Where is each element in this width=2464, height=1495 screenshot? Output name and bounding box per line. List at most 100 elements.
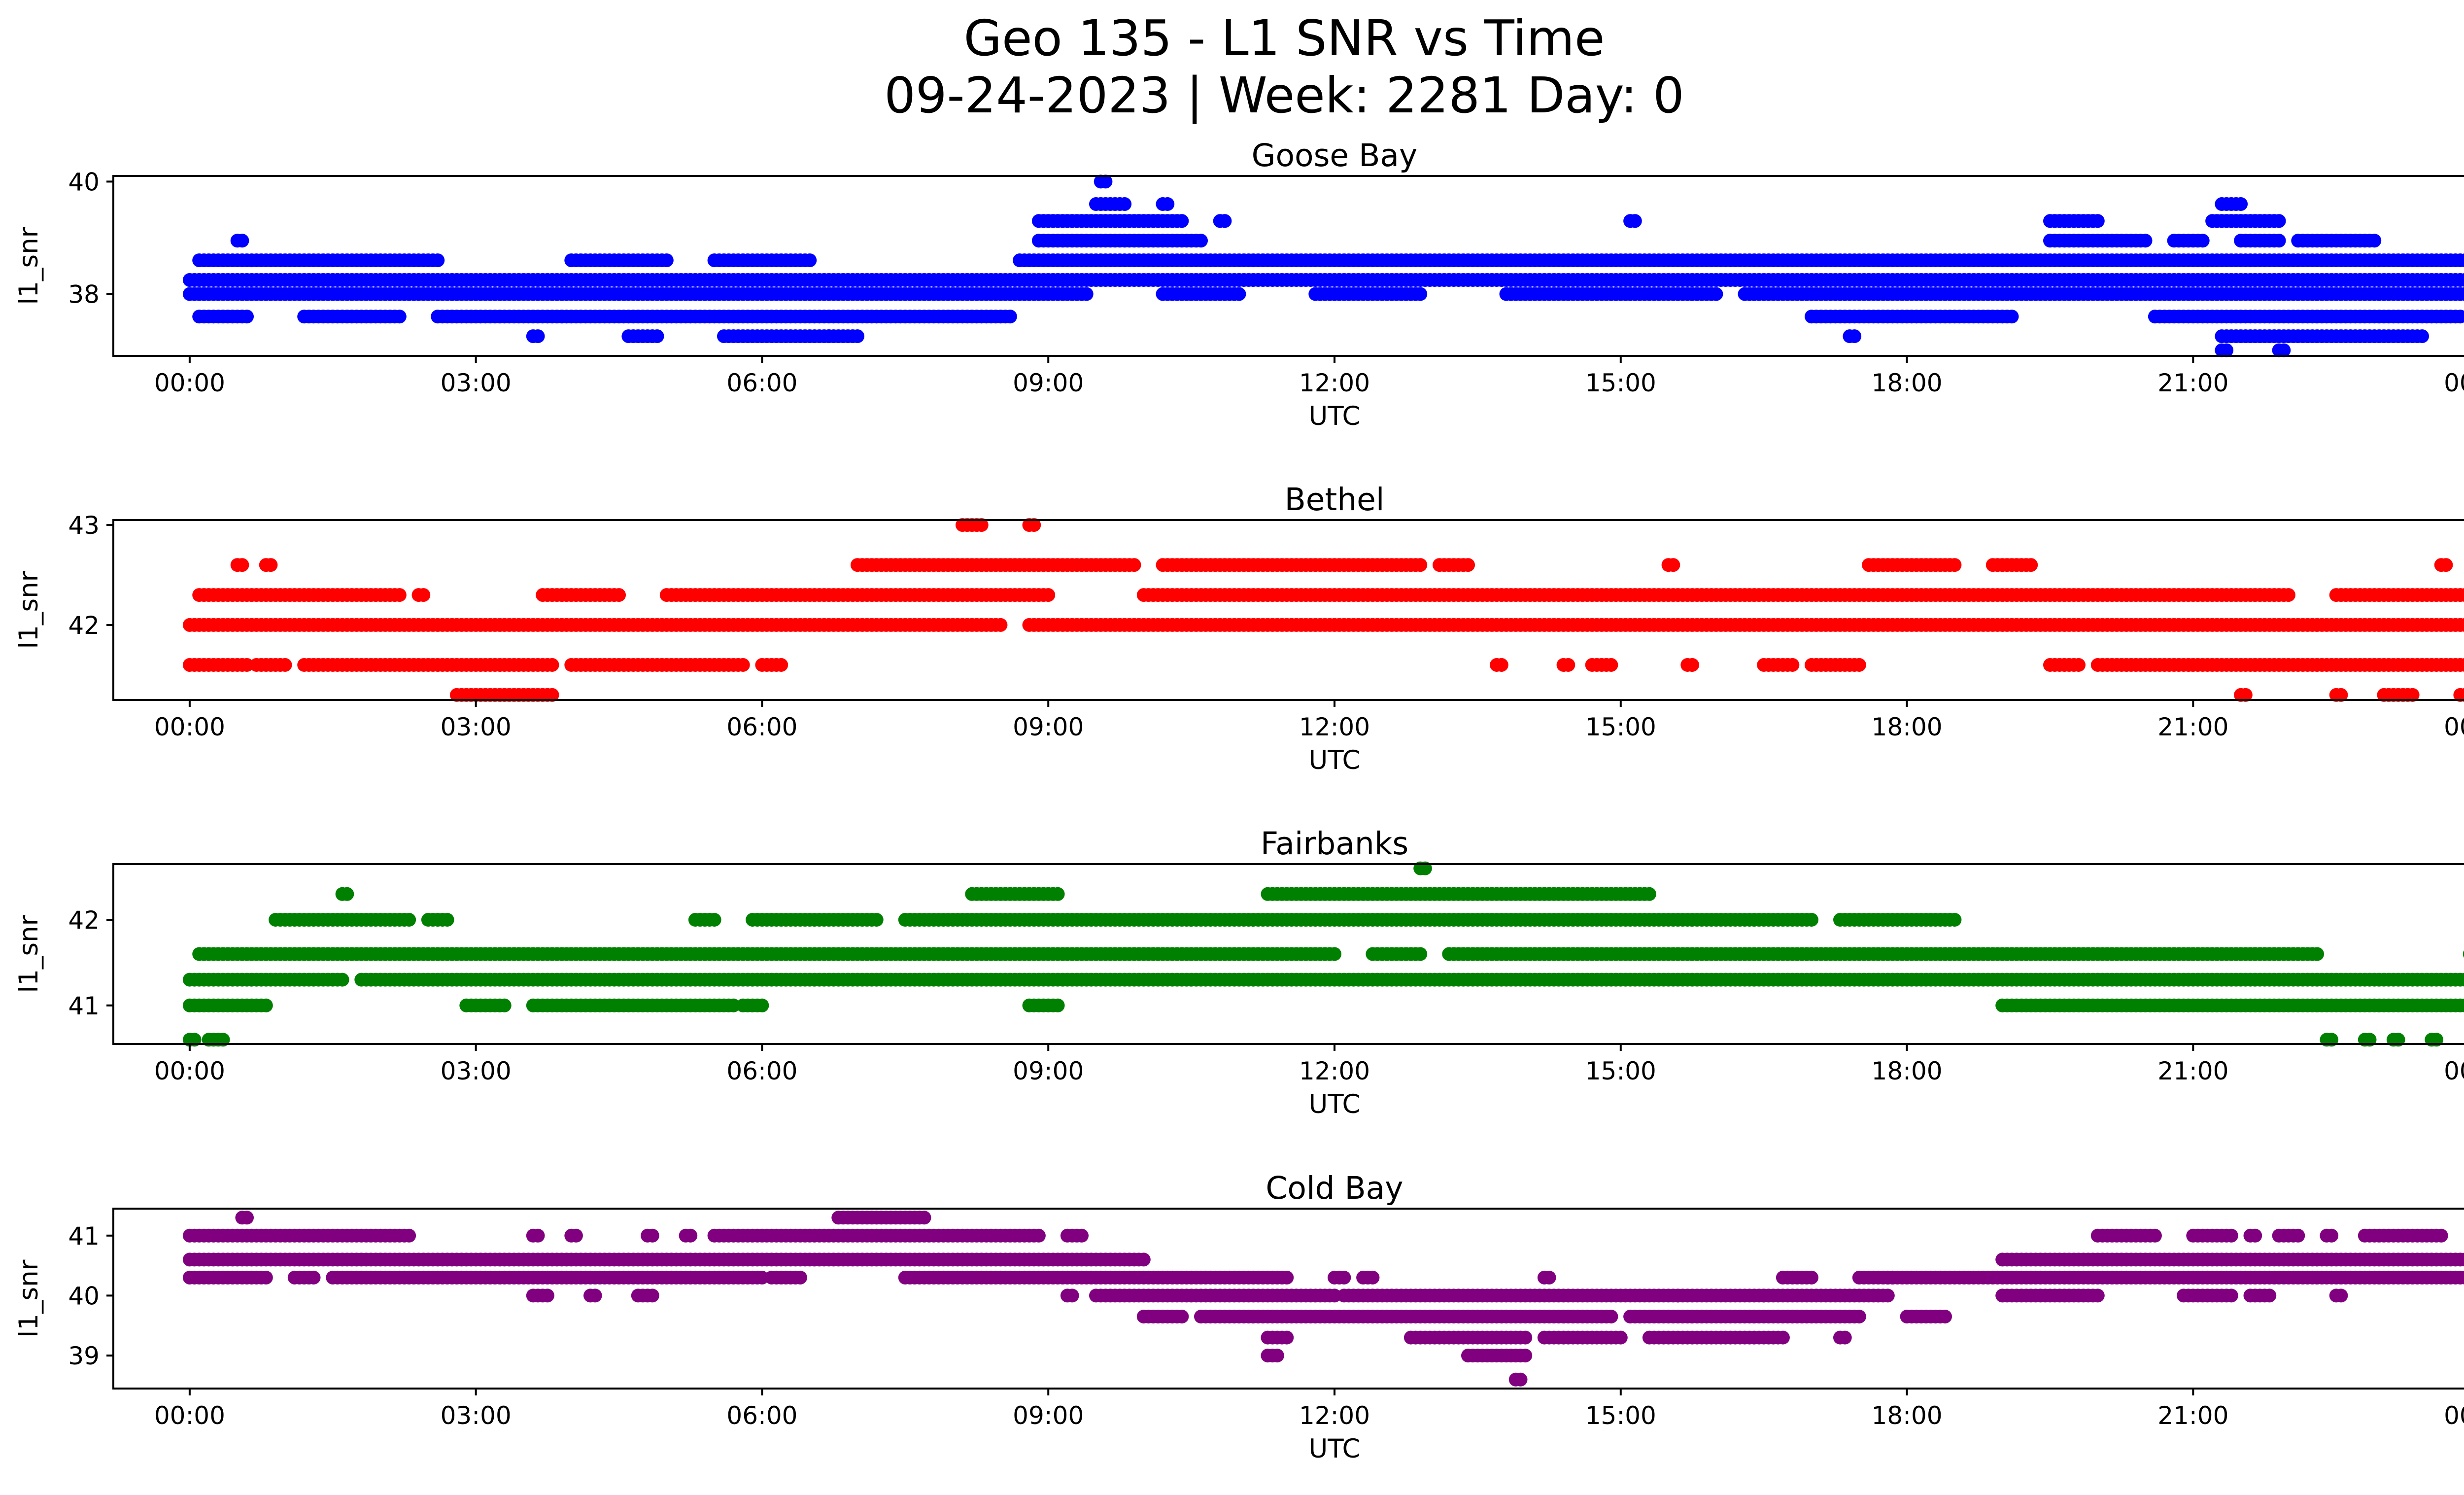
bethel-point [1948, 558, 1962, 572]
bethel-x-tick-label: 15:00 [1585, 713, 1656, 741]
goose-bay-y-ticks: 38 40 [68, 168, 113, 309]
fairbanks-point [707, 913, 721, 927]
fairbanks-point [340, 887, 354, 901]
fairbanks-point [402, 913, 416, 927]
bethel-x-tick-label: 18:00 [1872, 713, 1943, 741]
fairbanks-x-tick-label: 18:00 [1872, 1057, 1943, 1085]
goose-bay-point [2463, 290, 2464, 298]
bethel-point [392, 588, 407, 602]
fairbanks-x-tick-label: 09:00 [1013, 1057, 1084, 1085]
goose-bay-point [2458, 273, 2464, 287]
bethel-x-tick-label: 21:00 [2157, 713, 2228, 741]
fairbanks-y-axis-label: l1_snr [14, 915, 44, 993]
bethel-point [2281, 588, 2295, 602]
goose-bay-point [1848, 329, 1862, 344]
fairbanks-title: Fairbanks [1261, 826, 1408, 862]
goose-bay-point [650, 329, 664, 344]
goose-bay-point [1413, 287, 1428, 301]
figure-title-line2: 09-24-2023 | Week: 2281 Day: 0 [884, 67, 1684, 124]
cold-bay-point [1136, 1252, 1151, 1267]
goose-bay-x-tick-label: 21:00 [2157, 369, 2228, 397]
goose-bay-y-tick-label: 40 [68, 168, 100, 196]
bethel-point [993, 618, 1008, 632]
fairbanks-x-tick-label: 15:00 [1585, 1057, 1656, 1085]
bethel-point [264, 558, 278, 572]
fairbanks-y-tick-label: 42 [68, 906, 100, 935]
fairbanks-point [1948, 913, 1962, 927]
fairbanks-point [259, 998, 273, 1012]
bethel-panel: Bethel 00:00 03:00 06:00 09:00 12:00 15:00 18:… [14, 482, 2464, 775]
fairbanks-point [1805, 913, 1818, 927]
fairbanks-point [497, 998, 512, 1012]
fairbanks-y-tick-label: 41 [68, 992, 100, 1020]
goose-bay-point [240, 310, 254, 324]
fairbanks-x-tick-label: 06:00 [726, 1057, 797, 1085]
goose-bay-y-tick-label: 38 [68, 280, 100, 309]
fairbanks-point [1051, 887, 1065, 901]
bethel-point [1852, 658, 1866, 672]
bethel-point [1685, 658, 1699, 672]
fairbanks-point [869, 913, 884, 927]
goose-bay-point [2463, 276, 2464, 284]
goose-bay-x-tick-label: 03:00 [441, 369, 512, 397]
goose-bay-point [2272, 214, 2286, 228]
fairbanks-x-tick-label: 00:00 [2444, 1057, 2464, 1085]
goose-bay-point [1232, 287, 1246, 301]
goose-bay-x-tick-label: 00:00 [2444, 369, 2464, 397]
bethel-point [1785, 658, 1800, 672]
goose-bay-point [1079, 287, 1094, 301]
goose-bay-point [235, 234, 249, 248]
bethel-x-tick-label: 06:00 [726, 713, 797, 741]
bethel-point [1413, 558, 1428, 572]
goose-bay-point [851, 329, 864, 344]
bethel-point [416, 588, 431, 602]
goose-bay-point [2458, 253, 2464, 267]
fairbanks-x-tick-label: 21:00 [2157, 1057, 2228, 1085]
goose-bay-point [2138, 234, 2153, 248]
bethel-point [278, 658, 292, 672]
bethel-point [1604, 658, 1618, 672]
fairbanks-point [755, 998, 769, 1012]
goose-bay-x-ticks: 00:00 03:00 06:00 09:00 12:00 15:00 18:00 21:00… [154, 356, 2464, 397]
fairbanks-point [1328, 947, 1341, 961]
goose-bay-point [1098, 174, 1113, 189]
fairbanks-point [1642, 887, 1656, 901]
goose-bay-x-tick-label: 18:00 [1872, 369, 1943, 397]
goose-bay-point [2234, 197, 2248, 211]
cold-bay-title: Cold Bay [1266, 1170, 1403, 1206]
bethel-y-tick-label: 42 [68, 611, 100, 640]
bethel-point [2024, 558, 2038, 572]
goose-bay-point [2272, 234, 2286, 248]
goose-bay-title: Goose Bay [1252, 138, 1418, 174]
goose-bay-point [1175, 214, 1189, 228]
goose-bay-point [2458, 287, 2464, 301]
bethel-x-tick-label: 09:00 [1013, 713, 1084, 741]
goose-bay-point [803, 253, 817, 268]
goose-bay-x-tick-label: 15:00 [1585, 369, 1656, 397]
bethel-point [736, 658, 750, 672]
goose-bay-point [2090, 214, 2105, 228]
fairbanks-point [2310, 947, 2324, 961]
goose-bay-point [2453, 310, 2464, 324]
goose-bay-point [1194, 234, 1208, 248]
fairbanks-x-axis-label: UTC [1308, 1089, 1360, 1119]
goose-bay-point [431, 253, 445, 268]
goose-bay-point [531, 329, 545, 344]
fairbanks-point [1413, 947, 1428, 961]
goose-bay-x-axis-label: UTC [1308, 401, 1360, 431]
bethel-point [1494, 658, 1508, 672]
goose-bay-point [1709, 287, 1723, 301]
bethel-title: Bethel [1285, 482, 1385, 518]
goose-bay-point [1161, 197, 1175, 211]
bethel-y-axis-label: l1_snr [14, 571, 44, 649]
bethel-point [1041, 588, 1056, 602]
goose-bay-point [2195, 234, 2210, 248]
goose-bay-point [2277, 343, 2291, 357]
fairbanks-x-tick-label: 00:00 [154, 1057, 225, 1085]
bethel-point [2439, 558, 2453, 572]
goose-bay-y-axis-label: l1_snr [14, 227, 44, 305]
goose-bay-point [1218, 214, 1232, 228]
bethel-x-tick-label: 00:00 [2444, 713, 2464, 741]
